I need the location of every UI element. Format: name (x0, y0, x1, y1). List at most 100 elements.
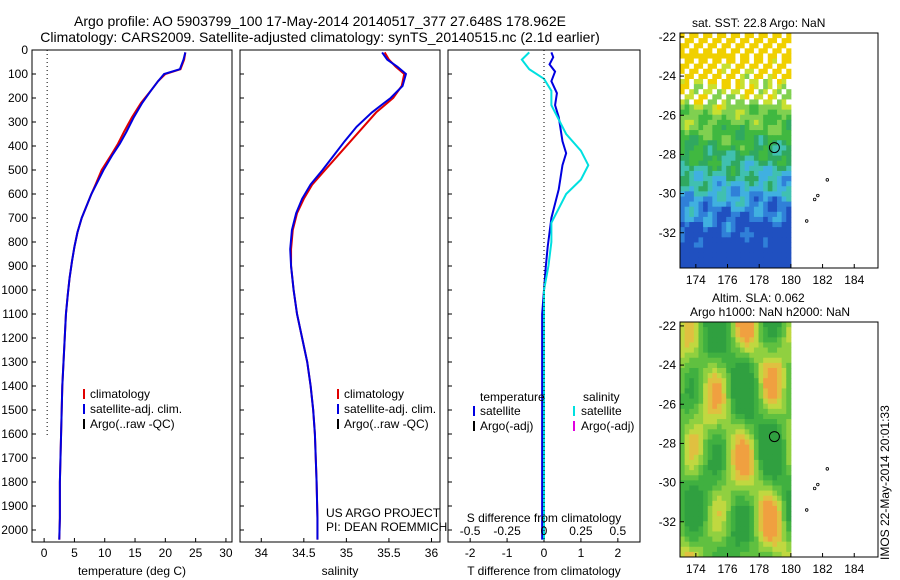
map-cell (721, 419, 727, 425)
map-cell (712, 434, 718, 440)
map-cell (772, 367, 778, 374)
map-cell (703, 485, 709, 492)
map-cell (693, 362, 699, 369)
map-cell (684, 373, 690, 379)
x-tick-label: -1 (502, 546, 513, 560)
map-cell (689, 454, 695, 461)
map-cell (767, 362, 773, 369)
map-cell (726, 165, 732, 172)
map-cell (767, 505, 773, 512)
map-cell (744, 398, 750, 405)
map-cell (680, 242, 686, 249)
map-cell (781, 84, 787, 90)
map-cell (735, 480, 741, 486)
map-cell (693, 413, 699, 420)
map-cell (781, 419, 787, 425)
map-cell (772, 541, 778, 548)
map-cell (744, 367, 750, 374)
map-cell (786, 124, 792, 131)
map-cell (721, 130, 727, 136)
map-cell (740, 170, 746, 177)
map-cell (749, 490, 755, 497)
map-cell (740, 434, 746, 440)
map-cell (693, 449, 699, 456)
map-cell (721, 393, 727, 400)
map-cell (703, 342, 709, 349)
map-cell (744, 165, 750, 172)
map-cell (707, 465, 713, 471)
map-cell (786, 332, 792, 338)
map-cell (716, 500, 723, 507)
map-cell (703, 475, 709, 481)
map-cell (767, 322, 773, 328)
map-cell (772, 257, 778, 264)
map-cell (740, 424, 746, 430)
map-cell (758, 449, 764, 456)
map-cell (740, 449, 746, 456)
map-cell (749, 424, 755, 430)
map-cell (716, 470, 723, 476)
map-cell (721, 165, 727, 172)
map-cell (735, 38, 741, 44)
map-cell (777, 454, 783, 461)
map-cell (763, 191, 769, 197)
map-cell (758, 511, 764, 517)
map-cell (716, 357, 723, 364)
map-cell (689, 327, 695, 333)
map-cell (707, 373, 713, 379)
map-cell (758, 536, 764, 543)
map-cell (763, 352, 769, 359)
map-cell (763, 124, 769, 131)
map-cell (767, 413, 773, 420)
map-cell (730, 257, 736, 264)
map-cell (772, 73, 778, 80)
map-cell (744, 119, 750, 126)
map-cell (781, 465, 787, 471)
map-cell (772, 551, 778, 558)
map-cell (753, 439, 760, 446)
map-cell (749, 242, 755, 249)
map-cell (726, 252, 732, 259)
map-cell (740, 63, 746, 70)
map-cell (763, 145, 769, 151)
map-cell (735, 434, 741, 440)
sla_map-panel: 174 176 178 180 182 184-22-24-26-28-30-32 (659, 319, 879, 576)
y-tick-label: 1600 (1, 427, 28, 441)
map-cell (716, 403, 723, 410)
map-cell (772, 222, 778, 228)
map-cell (721, 104, 727, 111)
title-line-2: Climatology: CARS2009. Satellite-adjuste… (40, 29, 600, 45)
map-cell (693, 373, 699, 379)
map-cell (684, 211, 690, 218)
map-cell (772, 485, 778, 492)
map-cell (753, 480, 760, 486)
map-cell (726, 546, 732, 553)
map-cell (680, 211, 686, 218)
map-cell (703, 439, 709, 446)
map-cell (735, 398, 741, 405)
map-cell (772, 114, 778, 121)
map-cell (726, 94, 732, 100)
map-cell (744, 68, 750, 75)
map-cell (680, 490, 686, 497)
map-cell (693, 165, 699, 172)
map-cell (726, 99, 732, 106)
map-cell (712, 73, 718, 80)
map-cell (758, 485, 764, 492)
map-cell (712, 196, 718, 203)
map-cell (758, 170, 764, 177)
map-cell (726, 337, 732, 343)
map-cell (693, 222, 699, 228)
y-tick-label: 200 (8, 91, 28, 105)
map-cell (730, 160, 736, 167)
map-cell (716, 78, 723, 85)
map-cell (730, 262, 736, 269)
map-cell (689, 73, 695, 80)
map-cell (781, 485, 787, 492)
map-cell (744, 383, 750, 389)
map-cell (735, 191, 741, 197)
map-cell (735, 99, 741, 106)
map-cell (753, 398, 760, 405)
map-cell (712, 99, 718, 106)
map-cell (744, 170, 750, 177)
